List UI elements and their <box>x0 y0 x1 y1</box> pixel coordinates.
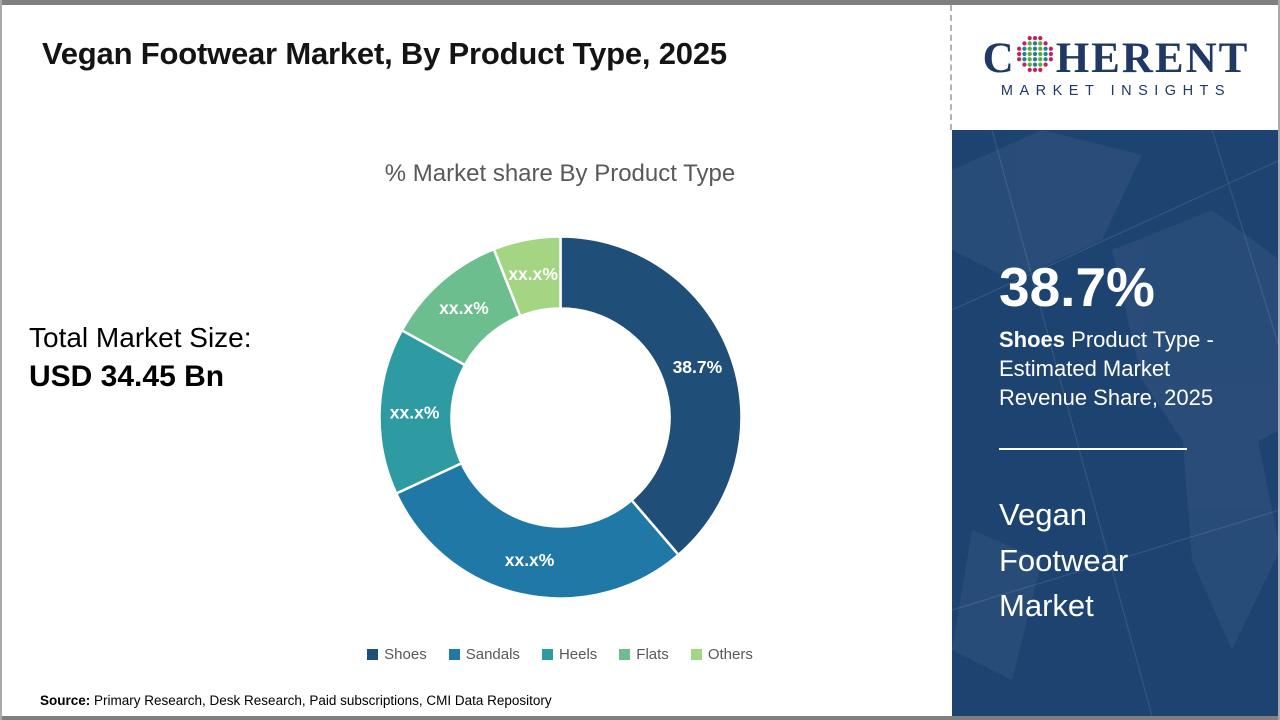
total-market-size-value: USD 34.45 Bn <box>29 360 225 393</box>
coherent-logo: C <box>952 5 1278 130</box>
total-market-size-label: Total Market Size: <box>29 322 252 353</box>
total-market-size-block: Total Market Size: USD 34.45 Bn <box>29 322 252 394</box>
legend-item-heels: Heels <box>541 646 598 663</box>
legend-swatch-heels <box>541 649 553 660</box>
legend-label-heels: Heels <box>558 646 598 663</box>
side-panel: 38.7% Shoes Product Type - Estimated Mar… <box>952 130 1278 716</box>
logo-tagline: MARKET INSIGHTS <box>1000 83 1232 99</box>
source-label: Source: <box>40 693 91 708</box>
logo-brand-row: C <box>983 36 1250 80</box>
legend-label-flats: Flats <box>636 646 669 663</box>
headline-description-bold: Shoes <box>999 327 1066 352</box>
donut-slice-others <box>492 235 562 318</box>
legend-label-shoes: Shoes <box>384 646 427 663</box>
legend-swatch-shoes <box>367 649 379 660</box>
chart-title: % Market share By Product Type <box>384 160 736 187</box>
slice-label-shoes: 38.7% <box>673 357 723 377</box>
headline-description: Shoes Product Type - Estimated Market Re… <box>999 325 1241 412</box>
logo-letters-herent: HERENT <box>1055 34 1250 82</box>
headline-description-rest: Product Type - Estimated Market Revenue … <box>999 327 1214 411</box>
legend-swatch-flats <box>619 649 631 660</box>
page-title: Vegan Footwear Market, By Product Type, … <box>42 36 727 71</box>
slice-label-others: xx.x% <box>508 264 558 284</box>
market-name: Vegan Footwear Market <box>999 492 1244 629</box>
donut-slice-sandals <box>394 462 680 600</box>
logo-dashed-separator <box>950 5 952 130</box>
logo-letter-c: C <box>982 34 1016 82</box>
slice-label-flats: xx.x% <box>439 298 489 318</box>
legend-item-flats: Flats <box>619 646 669 663</box>
headline-share-value: 38.7% <box>999 256 1155 318</box>
chart-legend: Shoes Sandals Heels Flats Others <box>310 646 810 663</box>
slice-label-heels: xx.x% <box>390 402 440 422</box>
slice-label-sandals: xx.x% <box>505 550 555 570</box>
coherent-globe-icon <box>1016 36 1053 80</box>
donut-slice-shoes <box>559 235 743 557</box>
source-line: Source: Primary Research, Desk Research,… <box>40 693 552 708</box>
market-name-line-3: Market <box>999 588 1094 624</box>
top-border-bar <box>2 0 1278 5</box>
legend-swatch-sandals <box>448 649 460 660</box>
legend-swatch-others <box>690 649 702 660</box>
market-name-line-2: Footwear <box>999 542 1129 578</box>
bottom-border-bar <box>2 716 1278 720</box>
source-text: Primary Research, Desk Research, Paid su… <box>90 693 552 708</box>
legend-item-sandals: Sandals <box>448 646 520 663</box>
legend-item-shoes: Shoes <box>367 646 427 663</box>
legend-label-others: Others <box>707 646 753 663</box>
panel-divider <box>999 448 1187 451</box>
legend-label-sandals: Sandals <box>465 646 520 663</box>
legend-item-others: Others <box>690 646 753 663</box>
market-name-line-1: Vegan <box>999 497 1087 533</box>
donut-chart: 38.7% xx.x% xx.x% xx.x% xx.x% <box>376 233 745 602</box>
